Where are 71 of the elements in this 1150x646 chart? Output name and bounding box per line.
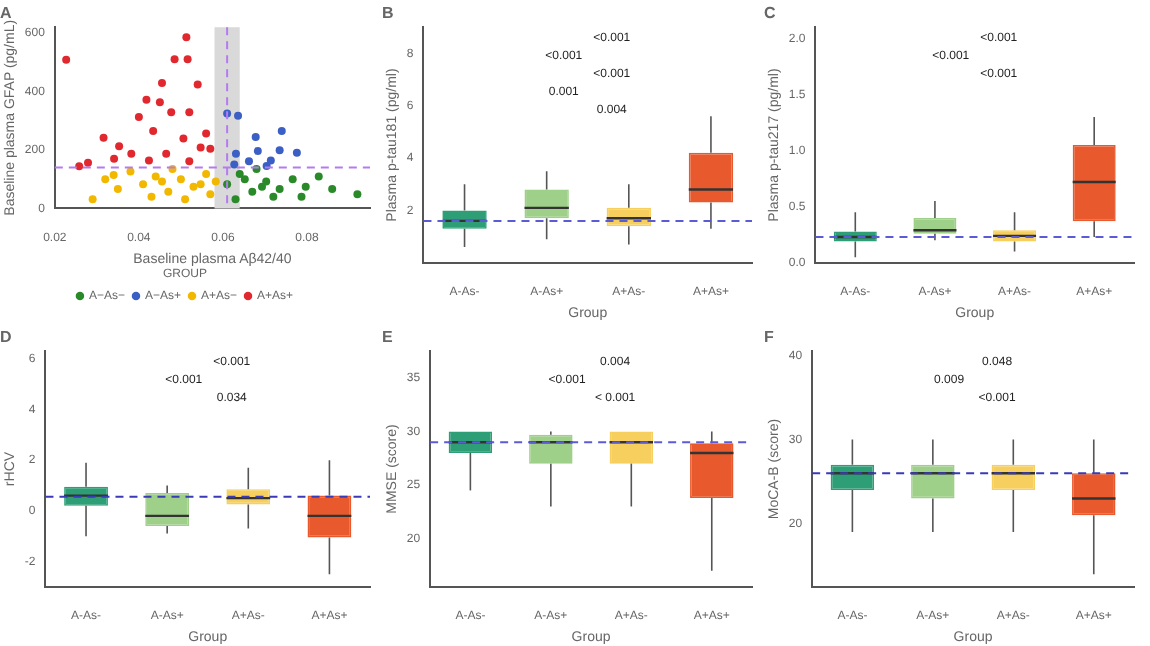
point [139, 180, 148, 189]
point [230, 160, 239, 169]
point [193, 80, 202, 89]
chart-title: F [764, 327, 774, 346]
point [258, 182, 266, 191]
point [206, 190, 215, 199]
point [99, 133, 108, 142]
point [151, 172, 160, 181]
point [185, 157, 194, 166]
point [297, 192, 306, 201]
point [126, 167, 135, 176]
point [167, 108, 176, 117]
point [202, 169, 211, 178]
point [196, 143, 205, 152]
point [170, 55, 179, 64]
point [244, 157, 253, 166]
point [164, 187, 173, 196]
chart-title: A [0, 4, 12, 23]
point [181, 195, 190, 204]
point [206, 144, 215, 153]
point [142, 95, 151, 104]
point [115, 142, 124, 151]
point [328, 185, 337, 194]
chart-title: B [382, 4, 394, 23]
point [183, 55, 192, 64]
point [189, 182, 198, 191]
point [202, 129, 211, 138]
point [314, 172, 323, 181]
point [155, 98, 164, 107]
point [109, 171, 118, 180]
point [127, 149, 136, 158]
point [266, 156, 275, 165]
point [235, 169, 244, 178]
point [162, 149, 171, 158]
point [231, 195, 240, 204]
point [251, 133, 260, 142]
point [234, 111, 243, 120]
point [353, 190, 362, 199]
point [149, 126, 158, 135]
point [84, 158, 93, 167]
chart-title: C [764, 4, 776, 23]
point [240, 175, 249, 184]
point [157, 79, 166, 88]
point [101, 175, 110, 184]
point [113, 185, 122, 194]
point [62, 55, 71, 64]
point [147, 192, 156, 201]
chart-title: D [0, 327, 12, 346]
point [88, 195, 97, 204]
point [182, 33, 191, 42]
point [75, 162, 84, 171]
point [196, 180, 205, 189]
point [277, 126, 286, 135]
point [144, 156, 153, 165]
point [134, 112, 143, 121]
point [269, 192, 278, 201]
point [301, 182, 310, 191]
point [288, 175, 297, 184]
chart-title: E [382, 327, 394, 346]
point [211, 177, 220, 186]
point [248, 187, 257, 196]
point [275, 146, 284, 155]
point [253, 147, 262, 156]
point [176, 175, 185, 184]
point [231, 149, 240, 158]
point [292, 148, 301, 157]
point [185, 108, 194, 117]
point [110, 154, 119, 163]
point [179, 134, 188, 143]
point [275, 185, 284, 194]
point [157, 177, 166, 186]
